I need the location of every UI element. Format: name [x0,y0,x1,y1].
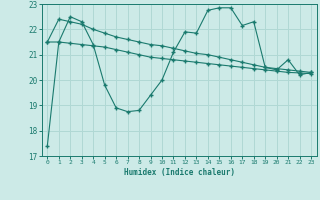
X-axis label: Humidex (Indice chaleur): Humidex (Indice chaleur) [124,168,235,177]
